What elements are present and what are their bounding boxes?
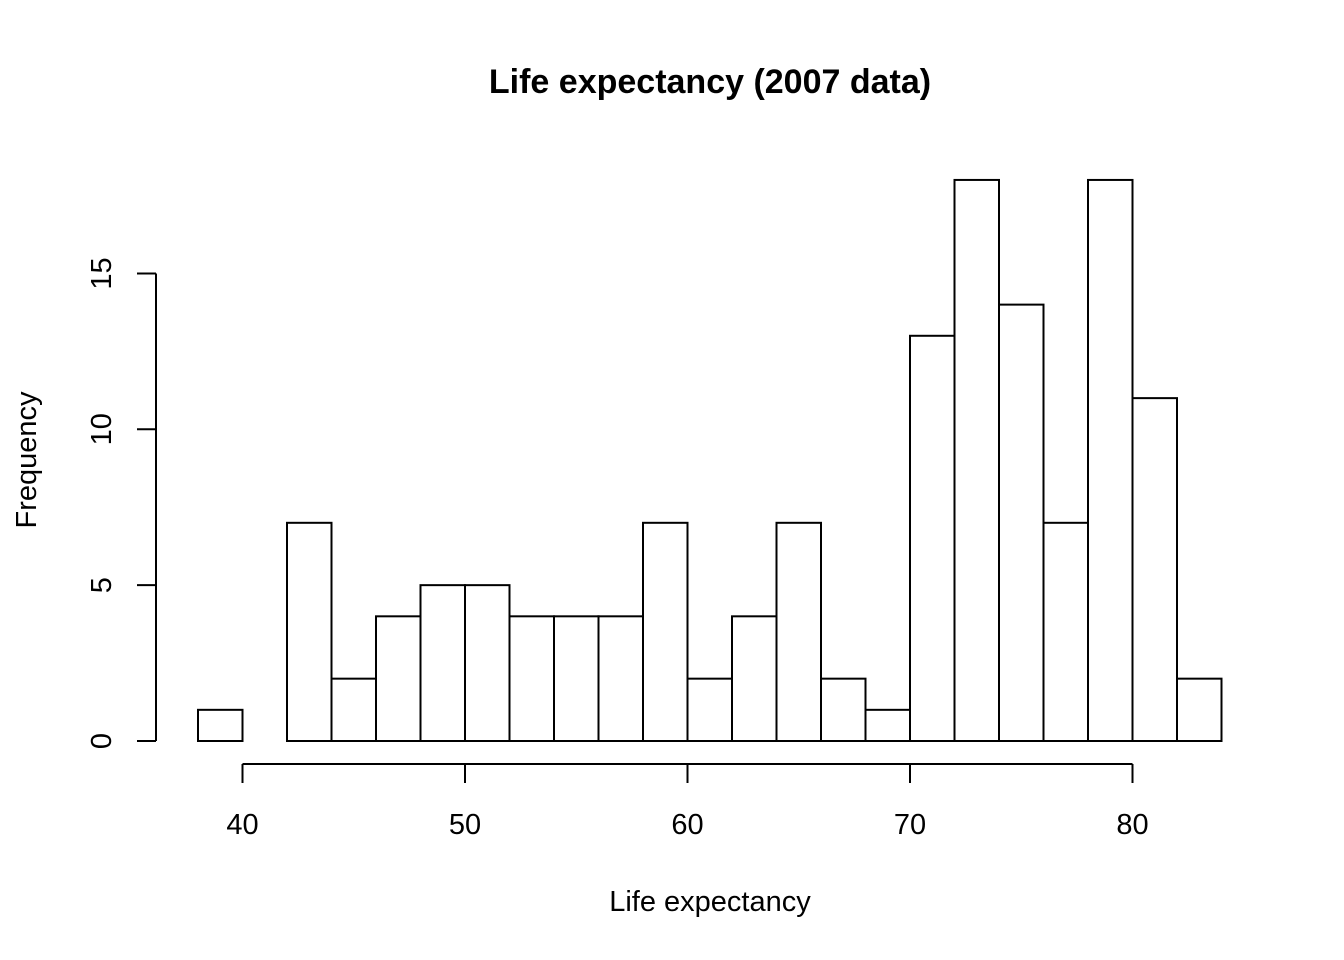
histogram-bar-66-68 — [820, 677, 867, 742]
bars-group — [197, 178, 1223, 743]
x-axis: 40 50 60 70 80 — [226, 763, 1149, 841]
x-tick-label-80: 80 — [1116, 809, 1148, 841]
y-tick-label-15: 15 — [86, 257, 118, 289]
histogram-bar-60-62 — [686, 677, 733, 742]
histogram-bar-46-48 — [375, 615, 422, 743]
histogram-bar-68-70 — [864, 708, 911, 743]
x-tick-label-50: 50 — [449, 809, 481, 841]
histogram-bar-44-46 — [330, 677, 377, 742]
histogram-bar-82-84 — [1176, 677, 1223, 742]
x-tick-label-70: 70 — [894, 809, 926, 841]
histogram-bar-50-52 — [464, 584, 511, 743]
histogram-bar-52-54 — [508, 615, 555, 743]
x-tick-label-40: 40 — [226, 809, 258, 841]
histogram-bar-72-74 — [953, 178, 1000, 742]
chart-title: Life expectancy (2007 data) — [489, 63, 931, 101]
histogram-bar-78-80 — [1087, 178, 1134, 742]
y-tick-label-5: 5 — [86, 577, 118, 593]
histogram-bar-42-44 — [286, 521, 333, 742]
histogram-bar-48-50 — [419, 584, 466, 743]
histogram-bar-62-64 — [731, 615, 778, 743]
histogram-bar-38-40 — [197, 708, 244, 743]
x-tick-label-60: 60 — [671, 809, 703, 841]
y-axis: 0 5 10 15 — [86, 257, 157, 749]
histogram-bar-54-56 — [553, 615, 600, 743]
histogram-bar-74-76 — [998, 303, 1045, 742]
histogram-bar-56-58 — [597, 615, 644, 743]
y-tick-label-10: 10 — [86, 413, 118, 445]
histogram-bar-80-82 — [1131, 397, 1178, 742]
histogram-bar-58-60 — [642, 521, 689, 742]
histogram-bar-76-78 — [1042, 521, 1089, 742]
x-axis-label: Life expectancy — [609, 886, 811, 918]
y-axis-label: Frequency — [11, 391, 43, 529]
histogram-bar-64-66 — [775, 521, 822, 742]
histogram-bar-70-72 — [909, 334, 956, 742]
y-tick-label-0: 0 — [86, 733, 118, 749]
